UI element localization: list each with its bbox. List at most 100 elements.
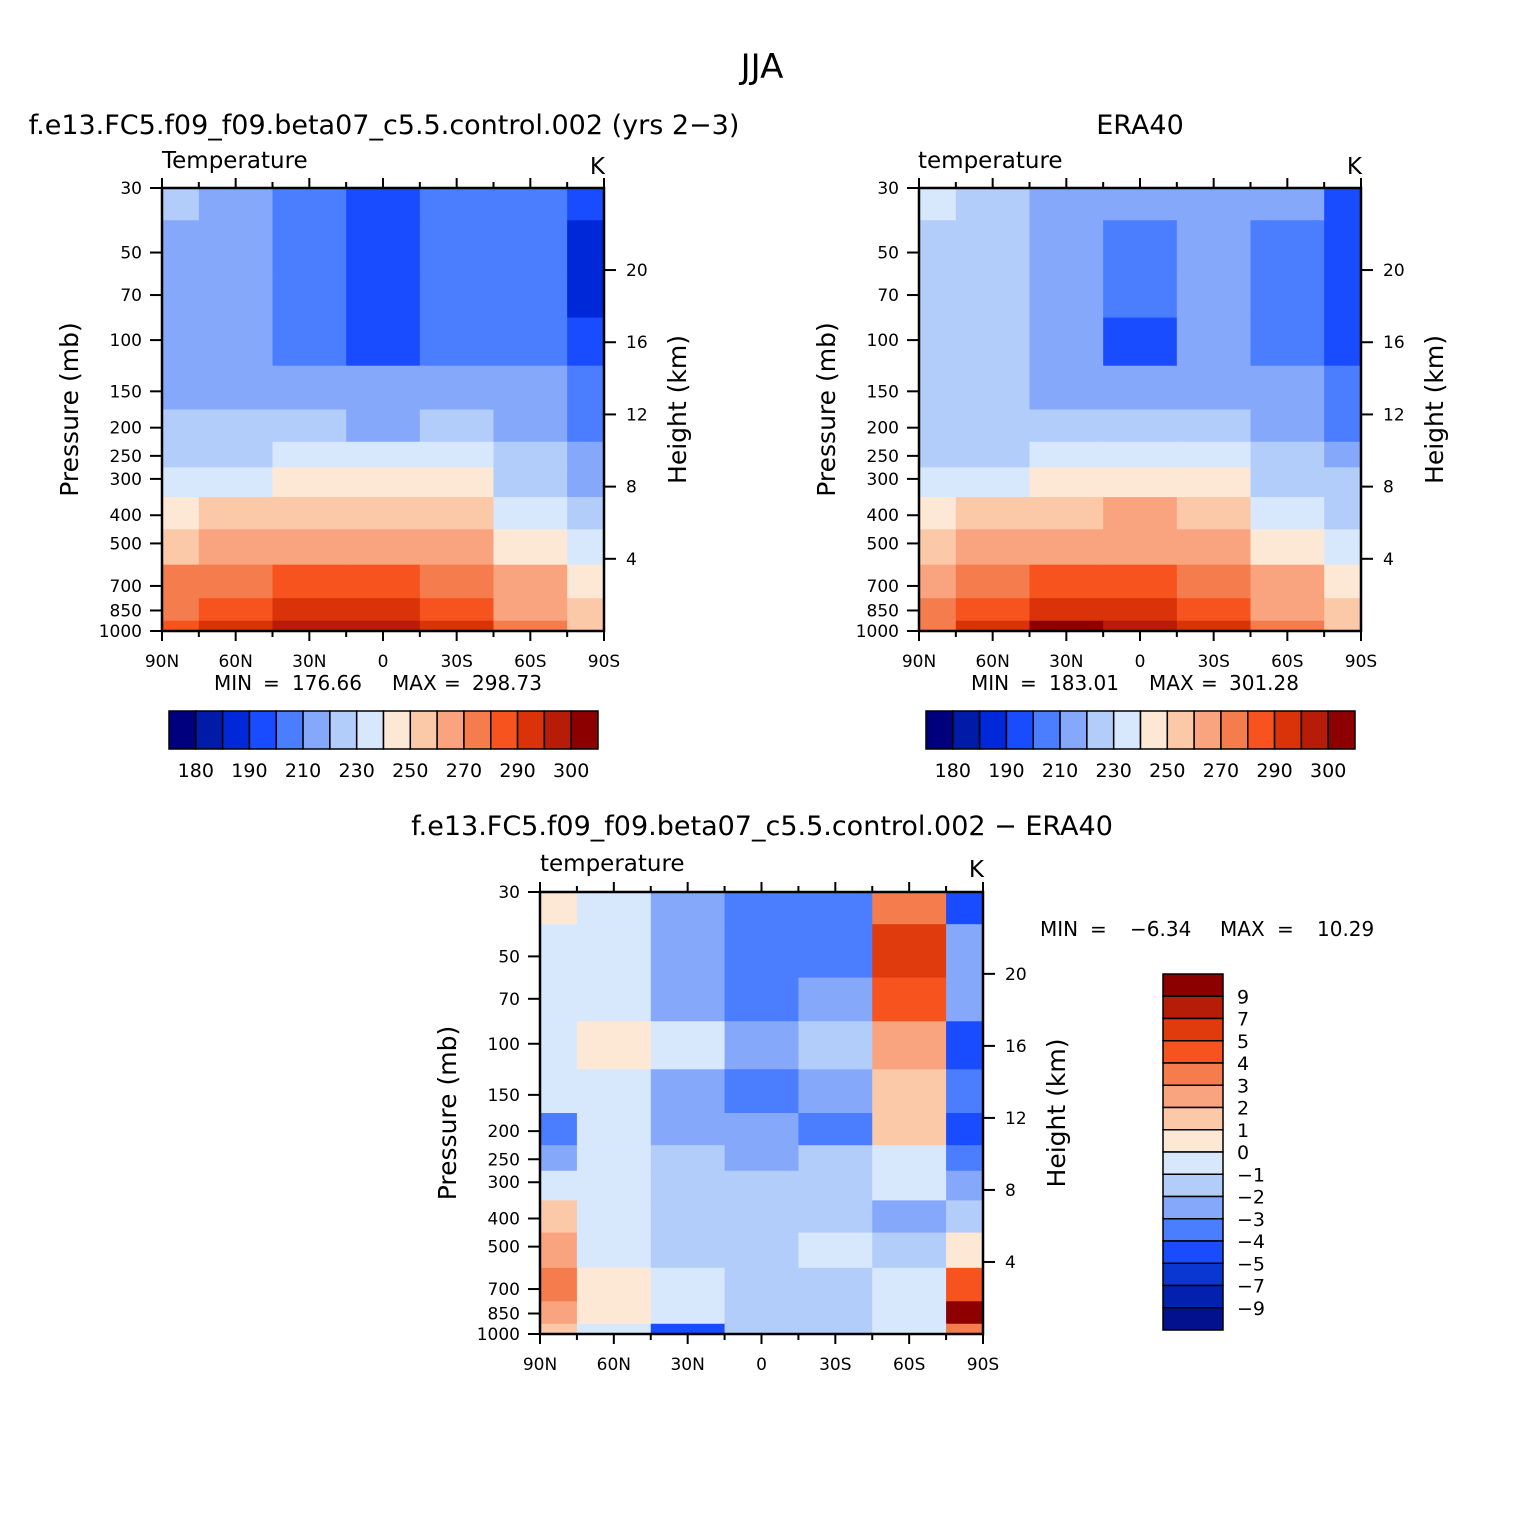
- model-height-tick-label: 4: [626, 550, 637, 570]
- diff-cell: [798, 1301, 873, 1325]
- diff-cell: [724, 1145, 800, 1172]
- model-max-value: 298.73: [472, 671, 542, 695]
- model-colorbar-label: 230: [339, 760, 375, 782]
- diff-cell: [650, 1113, 726, 1146]
- model-cell: [346, 188, 421, 221]
- model-y-axis-label: Pressure (mb): [55, 322, 84, 496]
- model-cell: [419, 441, 495, 468]
- diff-colorbar-label: 4: [1237, 1053, 1249, 1075]
- era-cell: [1103, 409, 1178, 443]
- diff-pressure-tick-label: 50: [498, 947, 520, 967]
- diff-min-value: −6.34: [1130, 917, 1191, 941]
- era-colorbar-swatch: [1327, 710, 1356, 750]
- era-colorbar-swatch: [1005, 710, 1034, 750]
- era-cell: [1176, 441, 1252, 468]
- era-cell: [1103, 220, 1178, 275]
- diff-cell: [872, 1200, 947, 1234]
- diff-colorbar-label: 5: [1237, 1031, 1249, 1053]
- model-cell: [567, 620, 605, 632]
- era-cell: [919, 317, 957, 367]
- model-colorbar-swatch: [436, 710, 465, 750]
- diff-colorbar-swatch: [1162, 995, 1224, 1020]
- model-pressure-tick-label: 500: [110, 534, 142, 554]
- diff-x-tick-label: 60N: [597, 1355, 631, 1375]
- diff-cell: [798, 1200, 873, 1234]
- model-cell: [493, 529, 568, 566]
- era-pressure-tick-label: 70: [877, 286, 899, 306]
- model-cell: [567, 598, 605, 622]
- diff-cell: [946, 1069, 984, 1114]
- model-cell: [346, 467, 421, 498]
- model-cell: [198, 409, 274, 443]
- diff-height-tick-label: 12: [1005, 1109, 1027, 1129]
- model-cell: [493, 564, 568, 599]
- era-cell: [1324, 273, 1362, 319]
- diff-cell: [576, 1145, 652, 1172]
- diff-cell: [650, 977, 726, 1022]
- model-cell: [272, 188, 347, 221]
- diff-cell: [540, 924, 578, 979]
- diff-max-eq: =: [1277, 917, 1294, 941]
- model-x-tick-label: 90N: [145, 652, 179, 672]
- model-cell: [162, 441, 200, 468]
- model-cell: [162, 317, 200, 367]
- era-cell: [1250, 620, 1325, 632]
- diff-colorbar-label: −9: [1237, 1298, 1265, 1320]
- model-cell: [419, 188, 495, 221]
- model-colorbar-swatch: [302, 710, 331, 750]
- era-cell: [955, 497, 1031, 530]
- diff-cell: [798, 1232, 873, 1269]
- diff-cell: [872, 1021, 947, 1070]
- model-cell: [419, 220, 495, 275]
- diff-cells: [540, 892, 984, 1335]
- model-cell: [346, 497, 421, 530]
- era-cell: [919, 564, 957, 599]
- diff-colorbar-label: −1: [1237, 1164, 1265, 1186]
- model-colorbar-swatch: [168, 710, 197, 750]
- diff-cell: [540, 1170, 578, 1201]
- era-pressure-tick-label: 1000: [856, 622, 899, 642]
- model-pressure-tick-label: 700: [110, 577, 142, 597]
- diff-cell: [724, 924, 800, 979]
- diff-cell: [946, 977, 984, 1022]
- era-cell: [955, 220, 1031, 275]
- era-min-label: MIN: [971, 671, 1009, 695]
- diff-height-tick-label: 8: [1005, 1181, 1016, 1201]
- diff-colorbar-label: 3: [1237, 1075, 1249, 1097]
- model-cell: [346, 441, 421, 468]
- era-cell: [1029, 529, 1104, 566]
- model-colorbar-swatch: [275, 710, 304, 750]
- diff-cell: [946, 1232, 984, 1269]
- model-cell: [567, 220, 605, 275]
- model-cell: [198, 620, 274, 632]
- model-cell: [162, 188, 200, 221]
- diff-colorbar-swatch: [1162, 1062, 1224, 1086]
- era-cell: [1029, 220, 1104, 275]
- era-cell: [1029, 188, 1104, 221]
- diff-colorbar-swatch: [1162, 1084, 1224, 1109]
- model-cell: [272, 529, 347, 566]
- model-pressure-tick-label: 30: [120, 179, 142, 199]
- era-cell: [919, 365, 957, 411]
- era-x-tick-label: 60S: [1271, 652, 1303, 672]
- era-colorbar-label: 190: [988, 760, 1024, 782]
- model-cell: [272, 467, 347, 498]
- era-cell: [1250, 409, 1325, 443]
- diff-cell: [540, 1069, 578, 1114]
- model-cell: [493, 317, 568, 367]
- diff-cell: [650, 1170, 726, 1201]
- era-cell: [955, 467, 1031, 498]
- era-cell: [1176, 620, 1252, 632]
- model-panel-title: f.e13.FC5.f09_f09.beta07_c5.5.control.00…: [29, 110, 740, 141]
- diff-max-value: 10.29: [1317, 917, 1374, 941]
- era-cell: [955, 441, 1031, 468]
- diff-cell: [872, 1145, 947, 1172]
- diff-colorbar-swatch: [1162, 973, 1224, 997]
- diff-colorbar-swatch: [1162, 1129, 1224, 1153]
- diff-pressure-tick-label: 1000: [477, 1325, 520, 1345]
- model-cell: [346, 529, 421, 566]
- era-cell: [919, 497, 957, 530]
- model-cell: [162, 598, 200, 622]
- era-colorbar-swatch: [952, 710, 981, 750]
- diff-cell: [576, 1267, 652, 1302]
